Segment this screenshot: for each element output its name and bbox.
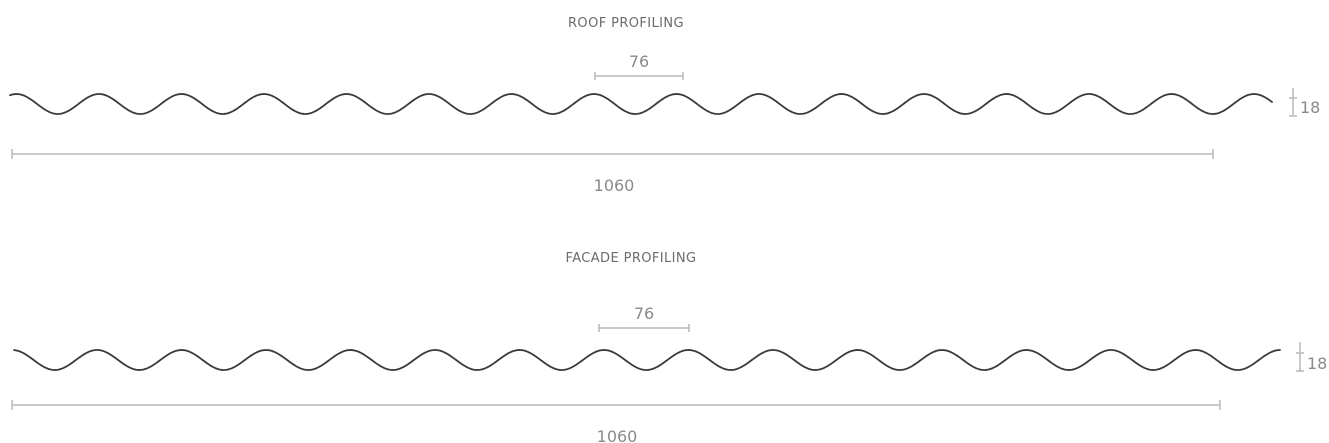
facade-pitch-dimension: 76 bbox=[598, 304, 690, 332]
roof-width-label: 1060 bbox=[594, 176, 635, 195]
facade-title: FACADE PROFILING bbox=[566, 251, 697, 266]
facade-height-dimension: 18 bbox=[1296, 342, 1327, 373]
roof-pitch-dimension: 76 bbox=[594, 52, 684, 80]
facade-width-label: 1060 bbox=[597, 427, 638, 443]
roof-profile-section: ROOF PROFILING 76 18 1060 bbox=[9, 16, 1320, 195]
roof-title: ROOF PROFILING bbox=[568, 16, 684, 31]
roof-corrugated-sheet bbox=[9, 93, 1273, 115]
facade-pitch-label: 76 bbox=[634, 304, 654, 323]
roof-pitch-label: 76 bbox=[629, 52, 649, 71]
facade-corrugated-sheet bbox=[13, 349, 1281, 371]
facade-height-label: 18 bbox=[1307, 354, 1327, 373]
roof-width-dimension: 1060 bbox=[11, 149, 1214, 195]
roof-height-label: 18 bbox=[1300, 98, 1320, 117]
facade-width-dimension: 1060 bbox=[11, 400, 1221, 443]
facade-profile-section: FACADE PROFILING 76 18 1060 bbox=[11, 251, 1327, 443]
roof-height-dimension: 18 bbox=[1289, 88, 1320, 117]
